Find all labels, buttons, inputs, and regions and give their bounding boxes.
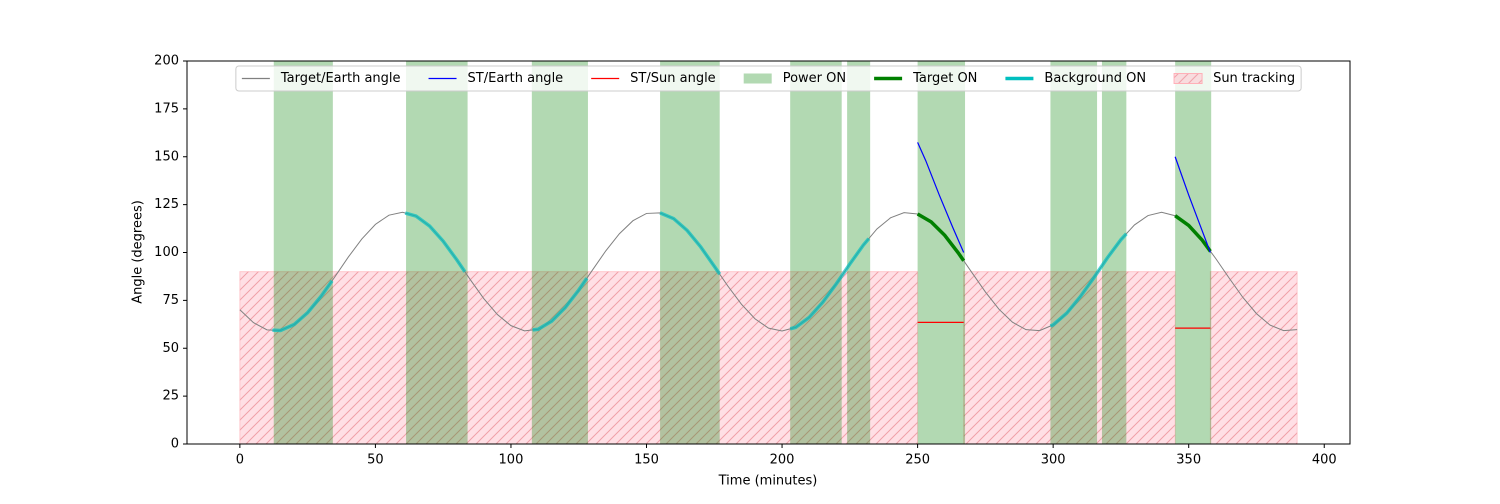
legend-label: Power ON <box>783 71 846 86</box>
y-tick-label: 175 <box>154 101 179 116</box>
x-axis-label: Time (minutes) <box>718 474 818 489</box>
highlight-line <box>1174 214 1212 253</box>
highlight-line <box>789 237 871 331</box>
band-hatch <box>239 271 919 445</box>
band <box>406 61 468 444</box>
legend-item: Target ON <box>874 71 977 86</box>
y-tick-label: 100 <box>154 245 179 260</box>
y-tick-label: 25 <box>162 389 179 404</box>
x-tick-label: 50 <box>367 453 384 468</box>
legend-handle <box>743 73 772 84</box>
y-tick-label: 75 <box>162 293 179 308</box>
highlight-line <box>1049 232 1128 328</box>
band <box>1101 61 1127 444</box>
band <box>273 61 333 444</box>
legend-item: Background ON <box>1005 71 1146 86</box>
highlight-line <box>916 212 966 262</box>
legend-item: Power ON <box>743 71 846 86</box>
legend-item: ST/Earth angle <box>428 71 564 86</box>
band-hatch <box>1209 271 1298 445</box>
band <box>790 61 842 444</box>
y-tick-label: 50 <box>162 341 179 356</box>
x-tick-label: 400 <box>1312 453 1337 468</box>
legend-label: ST/Earth angle <box>468 71 564 86</box>
plot-area <box>239 61 1298 445</box>
x-tick-label: 300 <box>1041 453 1066 468</box>
y-tick-label: 0 <box>171 437 179 452</box>
legend-item: Target/Earth angle <box>241 71 401 86</box>
band <box>660 61 720 444</box>
y-tick-label: 150 <box>154 149 179 164</box>
legend-label: Target ON <box>912 71 977 86</box>
y-tick-label: 200 <box>154 54 179 69</box>
highlight-line <box>272 279 334 333</box>
band <box>1175 61 1212 444</box>
y-axis-label: Angle (degrees) <box>131 200 146 304</box>
x-tick-label: 150 <box>634 453 659 468</box>
legend-item: ST/Sun angle <box>591 71 716 86</box>
x-tick-label: 350 <box>1176 453 1201 468</box>
band <box>1050 61 1098 444</box>
legend: Target/Earth angle ST/Earth angle ST/Sun a… <box>235 65 1302 92</box>
legend-box <box>235 65 1302 92</box>
highlight-line <box>532 277 589 332</box>
x-tick-label: 0 <box>236 453 244 468</box>
legend-hatch <box>1173 73 1203 84</box>
band <box>531 61 588 444</box>
legend-item: Sun tracking <box>1173 71 1295 86</box>
series-line <box>1174 156 1211 253</box>
x-tick-label: 250 <box>905 453 930 468</box>
x-tick-label: 100 <box>499 453 524 468</box>
highlight-line <box>404 211 467 273</box>
legend-label: Background ON <box>1044 71 1146 86</box>
legend-label: Sun tracking <box>1213 71 1295 86</box>
legend-label: Target/Earth angle <box>280 71 401 86</box>
highlight-line <box>659 211 722 276</box>
band-hatch <box>963 271 1176 445</box>
x-tick-label: 200 <box>770 453 795 468</box>
legend-label: ST/Sun angle <box>630 71 716 86</box>
y-tick-label: 125 <box>154 197 179 212</box>
series-line <box>917 142 965 253</box>
